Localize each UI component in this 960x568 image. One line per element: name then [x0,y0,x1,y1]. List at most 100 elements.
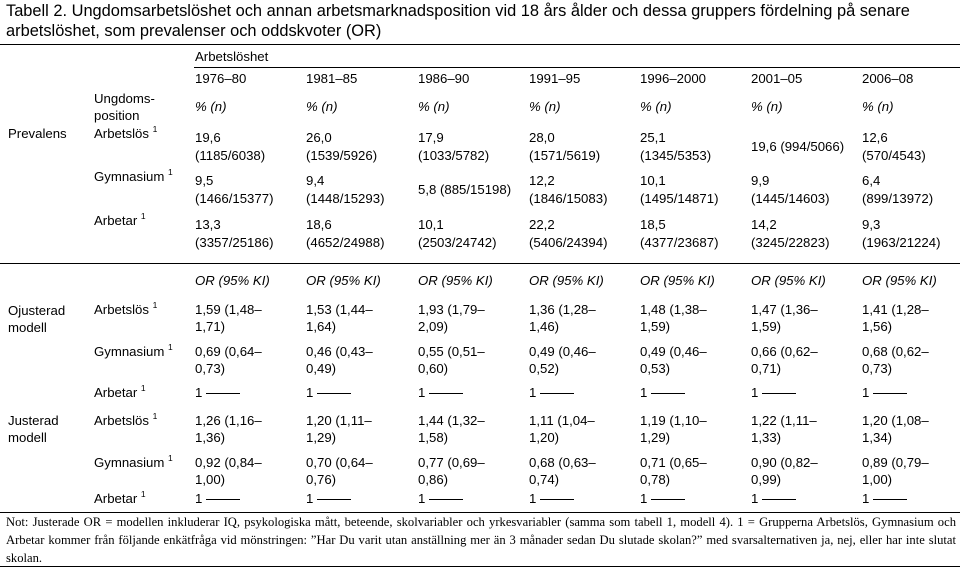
reference-value: 1 [640,490,686,508]
adjusted-row-label: Arbetar 1 [94,489,146,508]
prevalence-row-label: Arbetslös 1 [94,123,158,143]
prevalence-unit: % (n) [640,99,672,114]
footnote-marker: 1 [140,210,146,221]
or-value: 1,20 (1,11– [306,413,372,428]
or-ci-end: 1,71) [195,319,226,334]
or-unit: OR (95% KI) [418,273,493,288]
prevalence-unit: % (n) [751,99,783,114]
prevalence-value: 10,1 [640,173,666,188]
or-ci-end: 1,64) [306,319,337,334]
reference-value: 1 [529,490,575,508]
prevalence-count: (1963/21224) [862,235,941,250]
prevalence-value: 18,5 [640,217,666,232]
or-ci-end: 1,34) [862,430,893,445]
or-ci-end: 0,71) [751,361,782,376]
or-unit: OR (95% KI) [195,273,270,288]
prevalence-count: (5406/24394) [529,235,608,250]
period-header: 2001–05 [751,71,803,86]
or-value: 0,46 (0,43– [306,344,373,359]
prevalence-count: (3245/22823) [751,235,830,250]
or-value: 0,68 (0,63– [529,455,596,470]
reference-dash [651,499,686,501]
reference-value: 1 [195,490,241,508]
prevalence-value: 28,0 [529,130,555,145]
reference-value: 1 [418,384,464,402]
or-unit: OR (95% KI) [751,273,826,288]
reference-value: 1 [640,384,686,402]
or-ci-end: 2,09) [418,319,449,334]
footnote-marker: 1 [152,123,158,134]
prevalence-count: (1466/15377) [195,191,274,206]
or-ci-end: 0,49) [306,361,337,376]
reference-number: 1 [862,491,870,506]
or-ci-end: 1,36) [195,430,226,445]
or-value: 1,22 (1,11– [751,413,817,428]
reference-dash [429,393,464,395]
adjusted-row-label: Gymnasium 1 [94,453,173,472]
or-ci-end: 0,73) [195,361,226,376]
row-label-text: Arbetslös [94,302,149,317]
or-value: 0,77 (0,69– [418,455,485,470]
or-ci-end: 0,74) [529,472,560,487]
reference-dash [762,499,797,501]
footnote-marker: 1 [152,299,158,310]
or-ci-end: 0,73) [862,361,893,376]
or-value: 0,71 (0,65– [640,455,707,470]
group-label: Arbetslöshet [195,49,269,64]
prevalence-value: 19,6 (994/5066) [751,139,845,154]
adjusted-label-2: modell [8,430,47,445]
reference-number: 1 [306,385,314,400]
prevalence-value: 6,4 [862,173,881,188]
row-label-text: Gymnasium [94,455,165,470]
period-header: 1976–80 [195,71,247,86]
prevalence-count: (1539/5926) [306,148,378,163]
prevalence-unit: % (n) [862,99,894,114]
or-value: 1,41 (1,28– [862,302,929,317]
or-value: 1,26 (1,16– [195,413,262,428]
footnote-marker: 1 [168,341,173,352]
prevalence-value: 26,0 [306,130,332,145]
reference-dash [540,393,575,395]
reference-number: 1 [195,491,203,506]
or-value: 0,66 (0,62– [751,344,818,359]
period-header: 1996–2000 [640,71,707,86]
or-ci-end: 0,76) [306,472,337,487]
or-value: 0,92 (0,84– [195,455,262,470]
prevalence-value: 10,1 [418,217,444,232]
reference-value: 1 [306,384,352,402]
prevalence-value: 5,8 (885/15198) [418,182,512,197]
reference-number: 1 [418,491,426,506]
prevalence-count: (1345/5353) [640,148,712,163]
or-ci-end: 1,46) [529,319,560,334]
reference-number: 1 [640,385,648,400]
prevalence-value: 9,9 [751,173,770,188]
prevalence-unit: % (n) [529,99,561,114]
reference-dash [206,499,241,501]
prevalence-unit: % (n) [306,99,338,114]
footnote-marker: 1 [168,166,173,177]
or-value: 1,48 (1,38– [640,302,707,317]
or-ci-end: 1,59) [640,319,671,334]
or-value: 1,44 (1,32– [418,413,485,428]
prevalence-count: (899/13972) [862,191,934,206]
or-ci-end: 1,58) [418,430,449,445]
reference-number: 1 [306,491,314,506]
row-label-text: Arbetslös [94,413,149,428]
prevalence-value: 14,2 [751,217,777,232]
period-header: 1991–95 [529,71,581,86]
unadjusted-label-2: modell [8,320,47,335]
or-value: 0,68 (0,62– [862,344,929,359]
prevalence-value: 25,1 [640,130,666,145]
reference-dash [762,393,797,395]
prevalence-count: (1445/14603) [751,191,830,206]
or-value: 1,47 (1,36– [751,302,818,317]
or-ci-end: 1,29) [640,430,671,445]
or-ci-end: 0,78) [640,472,671,487]
or-value: 1,59 (1,48– [195,302,262,317]
reference-dash [317,393,352,395]
prevalence-count: (1185/6038) [195,148,266,163]
rule-end [0,566,960,567]
reference-dash [429,499,464,501]
row-label-text: Arbetslös [94,126,149,141]
or-ci-end: 1,59) [751,319,782,334]
